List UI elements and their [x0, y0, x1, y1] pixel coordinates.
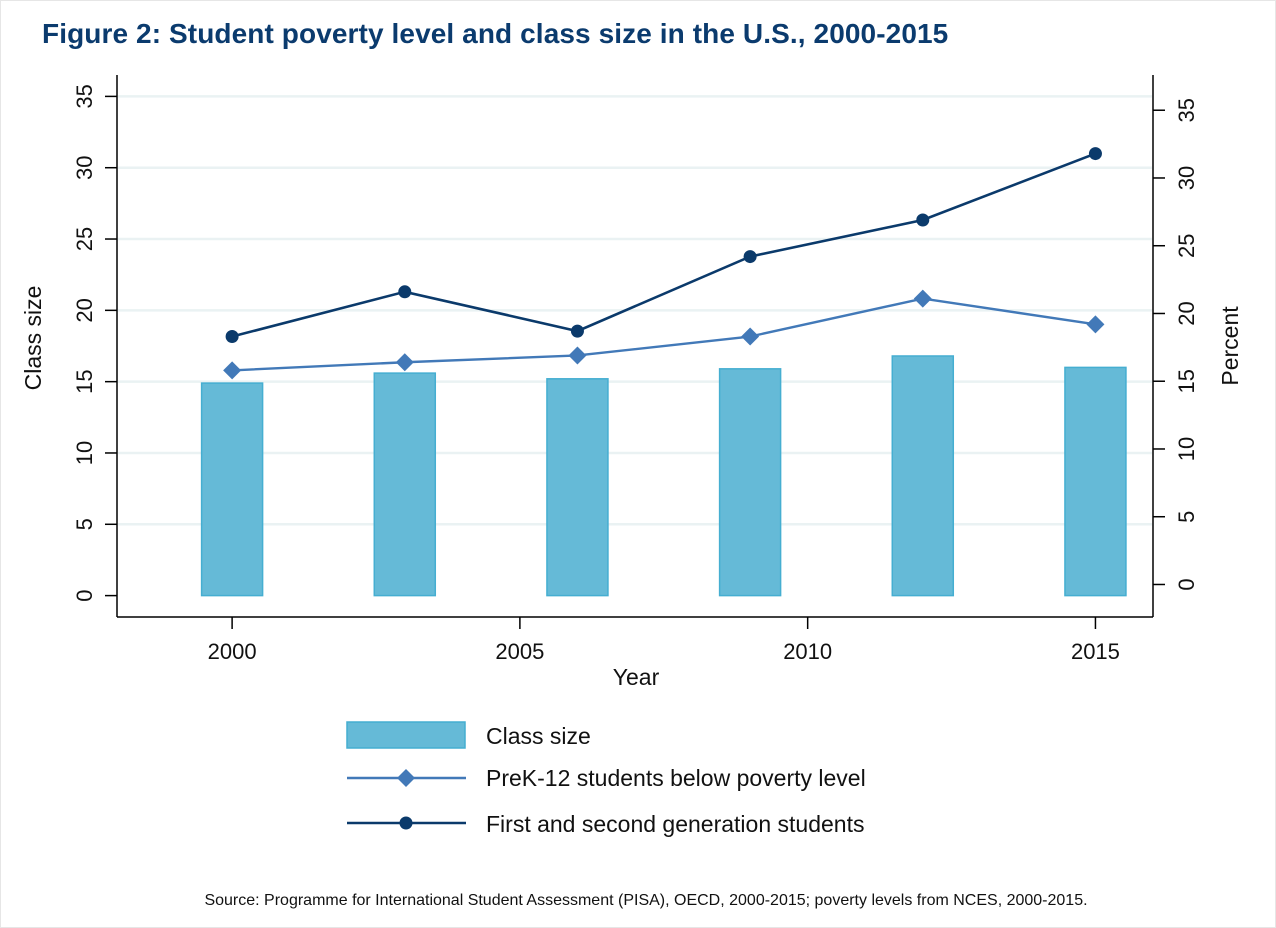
point-poverty-diamond: [913, 289, 932, 308]
y-left-tick-label: 15: [72, 369, 97, 393]
x-tick-label: 2000: [208, 639, 257, 664]
bar-class-size: [718, 368, 782, 597]
line-series: [223, 147, 1105, 380]
y-right-tick-label: 35: [1174, 98, 1199, 122]
bars-class-size: [200, 355, 1127, 597]
source-note: Source: Programme for International Stud…: [204, 892, 1088, 909]
bar-class-size: [891, 355, 955, 597]
bar-class-size: [200, 382, 264, 597]
y-left-tick-label: 35: [72, 84, 97, 108]
legend-swatch-class-size: [346, 721, 466, 749]
y-axis-right-title: Percent: [1217, 306, 1243, 386]
y-left-tick-label: 5: [72, 518, 97, 530]
legend-circle-marker: [399, 816, 413, 830]
y-left-tick-label: 10: [72, 441, 97, 465]
bar-class-size: [1064, 366, 1127, 597]
axes: 0 5 10 15 20 25 30 35 0 5 10 15 20 25 30 35 2000 2005 2010…: [72, 75, 1199, 664]
point-generation-circle: [225, 330, 239, 344]
chart-title: Figure 2: Student poverty level and clas…: [42, 18, 949, 49]
x-tick-label: 2015: [1071, 639, 1120, 664]
legend-label-generation: First and second generation students: [486, 811, 864, 837]
y-right-tick-label: 0: [1174, 578, 1199, 590]
point-poverty-diamond: [741, 327, 760, 346]
y-right-tick-label: 10: [1174, 437, 1199, 461]
y-right-tick-label: 30: [1174, 166, 1199, 190]
x-tick-label: 2010: [783, 639, 832, 664]
legend-label-poverty: PreK-12 students below poverty level: [486, 765, 866, 791]
y-right-tick-label: 20: [1174, 301, 1199, 325]
legend: Class size PreK-12 students below povert…: [346, 721, 866, 837]
gridlines: [118, 95, 1152, 526]
point-poverty-diamond: [223, 361, 242, 380]
x-tick-label: 2005: [495, 639, 544, 664]
y-right-tick-label: 25: [1174, 233, 1199, 257]
bar-class-size: [546, 378, 609, 597]
point-generation-circle: [916, 213, 930, 227]
line-poverty: [232, 297, 1096, 372]
y-left-tick-label: 30: [72, 155, 97, 179]
y-right-tick-label: 15: [1174, 369, 1199, 393]
point-poverty-diamond: [568, 346, 587, 365]
point-poverty-diamond: [395, 353, 414, 372]
y-axis-left-title: Class size: [20, 286, 46, 391]
point-generation-circle: [743, 250, 757, 264]
y-right-tick-label: 5: [1174, 511, 1199, 523]
point-generation-circle: [1088, 147, 1102, 161]
legend-label-class-size: Class size: [486, 723, 591, 749]
x-axis-title: Year: [613, 664, 660, 690]
point-poverty-diamond: [1086, 315, 1105, 334]
legend-diamond-marker: [397, 769, 415, 787]
point-generation-circle: [398, 285, 412, 299]
point-generation-circle: [570, 324, 584, 338]
bar-class-size: [373, 372, 437, 597]
y-left-tick-label: 20: [72, 298, 97, 322]
y-left-tick-label: 0: [72, 589, 97, 601]
y-left-tick-label: 25: [72, 227, 97, 251]
line-generation: [231, 152, 1096, 338]
